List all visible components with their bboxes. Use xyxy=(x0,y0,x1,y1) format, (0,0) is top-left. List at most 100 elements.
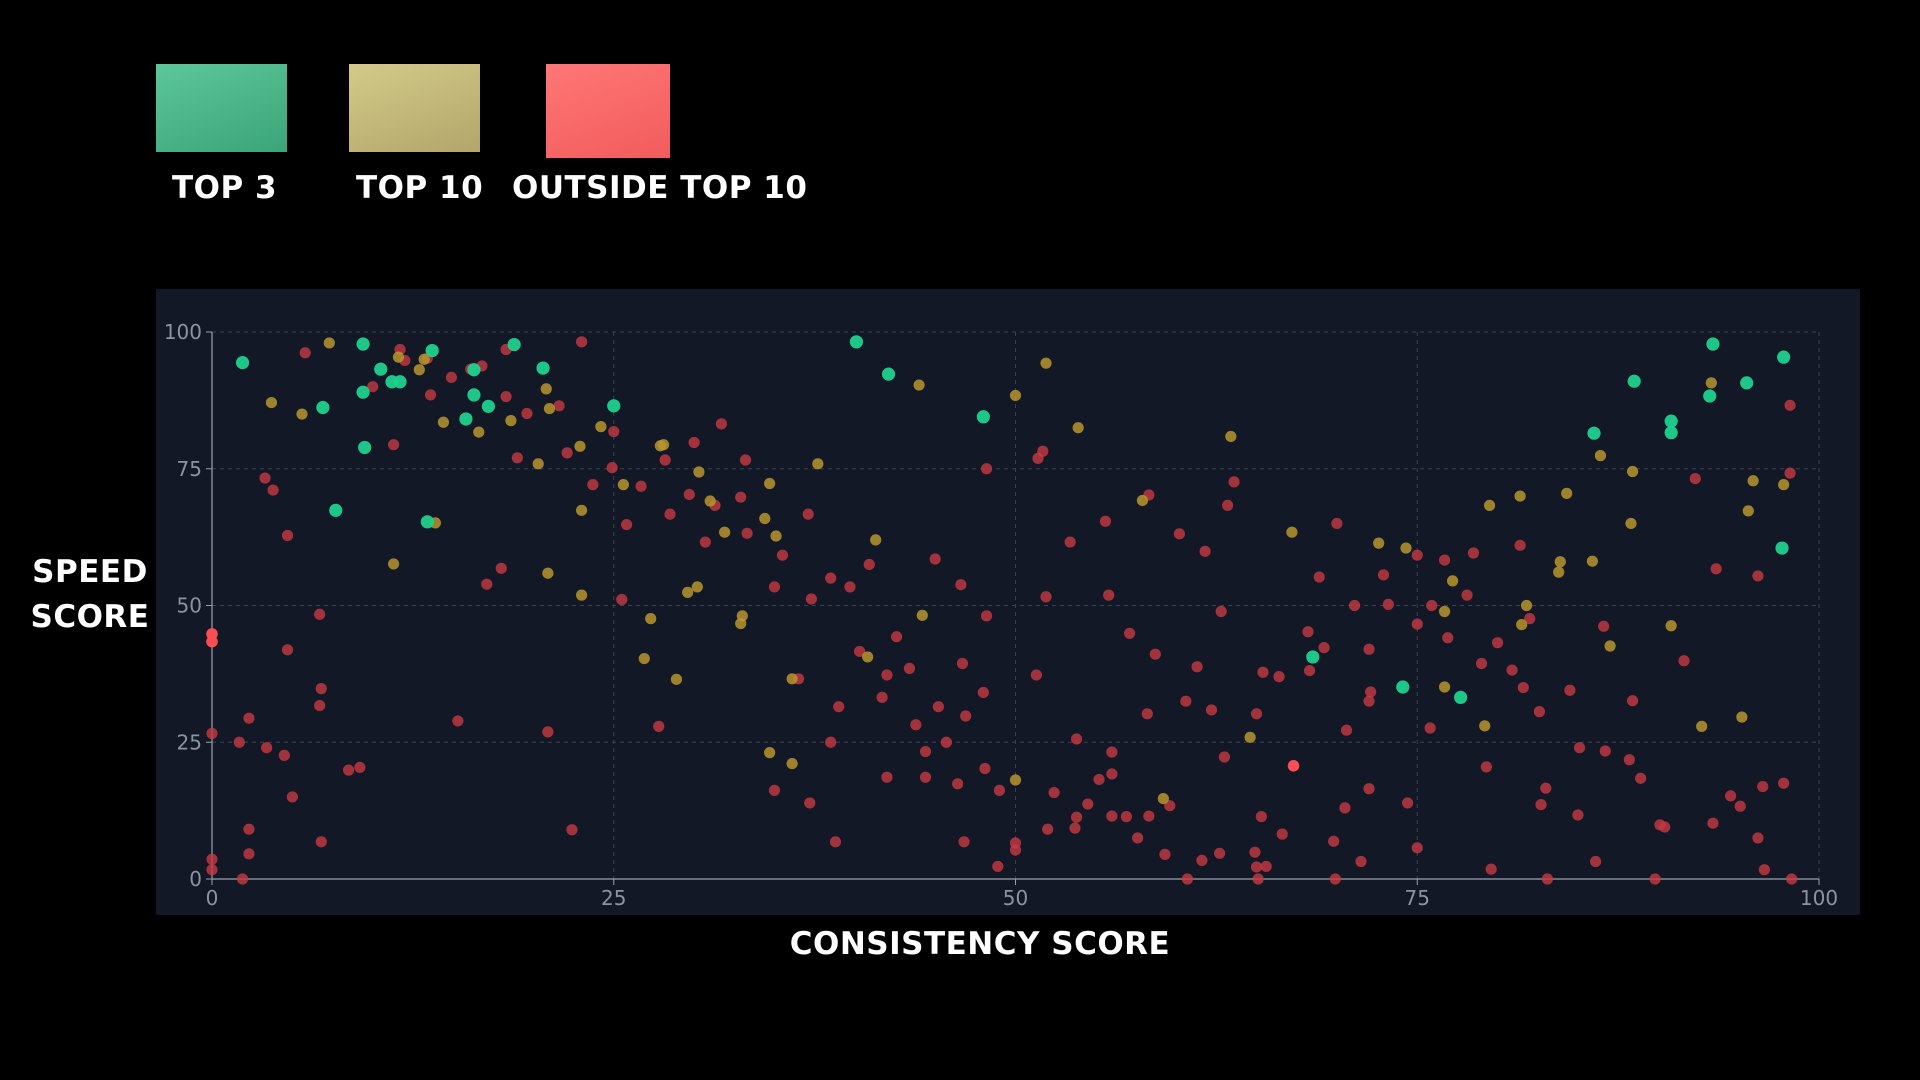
point-series-2 xyxy=(1659,821,1671,833)
point-series-1 xyxy=(786,673,798,685)
point-series-1 xyxy=(387,558,400,570)
point-series-1 xyxy=(1483,499,1496,511)
point-series-0 xyxy=(849,335,864,349)
point-series-2 xyxy=(1363,695,1375,707)
point-series-0 xyxy=(1706,337,1720,351)
point-series-0 xyxy=(1775,541,1789,555)
point-series-2 xyxy=(1276,828,1288,840)
x-tick-label: 75 xyxy=(1405,886,1430,910)
point-series-1 xyxy=(736,610,748,622)
point-series-2 xyxy=(566,824,578,836)
point-series-1 xyxy=(719,526,731,538)
point-series-2 xyxy=(715,418,728,430)
point-series-2 xyxy=(829,836,842,848)
chart-panel: 0 25 50 75 100 0 25 50 75 100 xyxy=(156,289,1860,915)
point-series-1 xyxy=(1373,537,1385,549)
point-series-2 xyxy=(281,529,294,542)
point-series-0 xyxy=(467,363,481,377)
point-series-2 xyxy=(1340,724,1353,736)
point-series-2 xyxy=(805,593,818,605)
point-series-1 xyxy=(576,504,588,516)
legend-label-outside-top10: OUTSIDE TOP 10 xyxy=(512,170,808,206)
point-series-2 xyxy=(1070,811,1083,823)
point-series-1 xyxy=(595,421,607,433)
point-series-1 xyxy=(1009,389,1022,402)
point-series-2 xyxy=(802,508,814,520)
point-series-2 xyxy=(1572,809,1584,821)
point-series-2 xyxy=(1250,708,1263,720)
point-series-2 xyxy=(1331,517,1343,530)
y-tick-label: 0 xyxy=(189,867,202,891)
point-series-0 xyxy=(420,515,434,529)
point-series-1 xyxy=(617,479,629,491)
point-series-0 xyxy=(1306,650,1320,664)
point-series-1 xyxy=(540,383,552,395)
point-series-2 xyxy=(206,853,218,865)
point-series-2 xyxy=(1149,648,1161,660)
point-series-2 xyxy=(1199,545,1211,557)
scatter-plot: 0 25 50 75 100 0 25 50 75 100 xyxy=(164,320,1838,910)
point-series-1 xyxy=(1479,720,1491,732)
point-series-2 xyxy=(1329,873,1341,885)
point-series-2 xyxy=(919,745,932,758)
point-series-2 xyxy=(1181,873,1194,885)
point-series-1 xyxy=(1225,430,1237,443)
point-series-2 xyxy=(653,720,665,732)
point-series-2 xyxy=(315,683,327,695)
point-series-2 xyxy=(1598,620,1610,632)
point-series-2 xyxy=(424,389,437,401)
point-series-2 xyxy=(542,726,554,738)
point-series-2 xyxy=(1506,664,1518,676)
point-series-1 xyxy=(543,402,556,415)
point-series-0 xyxy=(1396,680,1410,694)
point-series-2 xyxy=(1411,618,1423,630)
point-series-2 xyxy=(1303,664,1316,677)
point-series-2 xyxy=(1707,817,1719,829)
point-series-1 xyxy=(1626,465,1639,478)
point-series-2 xyxy=(739,454,752,466)
point-series-2 xyxy=(1328,835,1340,847)
point-series-2 xyxy=(1106,746,1118,758)
point-series-1 xyxy=(1136,494,1149,507)
point-series-0 xyxy=(976,410,990,424)
point-series-1 xyxy=(418,353,430,365)
point-series-1 xyxy=(1447,575,1459,587)
point-series-2 xyxy=(1710,563,1722,575)
point-series-2 xyxy=(1382,598,1394,611)
point-series-2 xyxy=(1402,797,1414,809)
point-series-1 xyxy=(473,426,485,438)
legend-swatch-top3 xyxy=(156,64,287,152)
point-series-2 xyxy=(1564,684,1576,696)
point-series-1 xyxy=(1520,599,1533,612)
point-series-2 xyxy=(1103,589,1115,601)
point-series-2 xyxy=(1173,528,1186,540)
point-highlight xyxy=(1287,759,1300,772)
point-series-1 xyxy=(1561,487,1573,499)
point-series-2 xyxy=(768,581,781,593)
point-series-2 xyxy=(1734,800,1746,812)
point-series-2 xyxy=(1164,800,1176,812)
point-series-2 xyxy=(1250,861,1263,873)
point-series-1 xyxy=(704,495,716,507)
point-series-2 xyxy=(910,719,922,731)
point-series-2 xyxy=(445,371,458,384)
point-series-0 xyxy=(607,399,621,413)
point-series-1 xyxy=(437,416,450,428)
point-series-2 xyxy=(903,662,916,675)
point-series-0 xyxy=(1664,426,1678,440)
point-series-2 xyxy=(1093,773,1105,786)
point-series-2 xyxy=(979,762,991,775)
point-series-2 xyxy=(1480,761,1492,773)
x-tick-label: 100 xyxy=(1800,886,1838,910)
point-series-1 xyxy=(576,589,588,601)
point-series-1 xyxy=(1696,720,1708,732)
point-series-2 xyxy=(286,791,298,803)
point-series-1 xyxy=(1665,620,1677,632)
point-series-2 xyxy=(243,712,255,724)
point-series-2 xyxy=(659,454,671,466)
point-series-2 xyxy=(511,452,523,464)
point-series-1 xyxy=(323,337,335,349)
point-series-2 xyxy=(233,736,245,748)
point-series-2 xyxy=(993,784,1006,796)
point-series-0 xyxy=(536,361,550,375)
